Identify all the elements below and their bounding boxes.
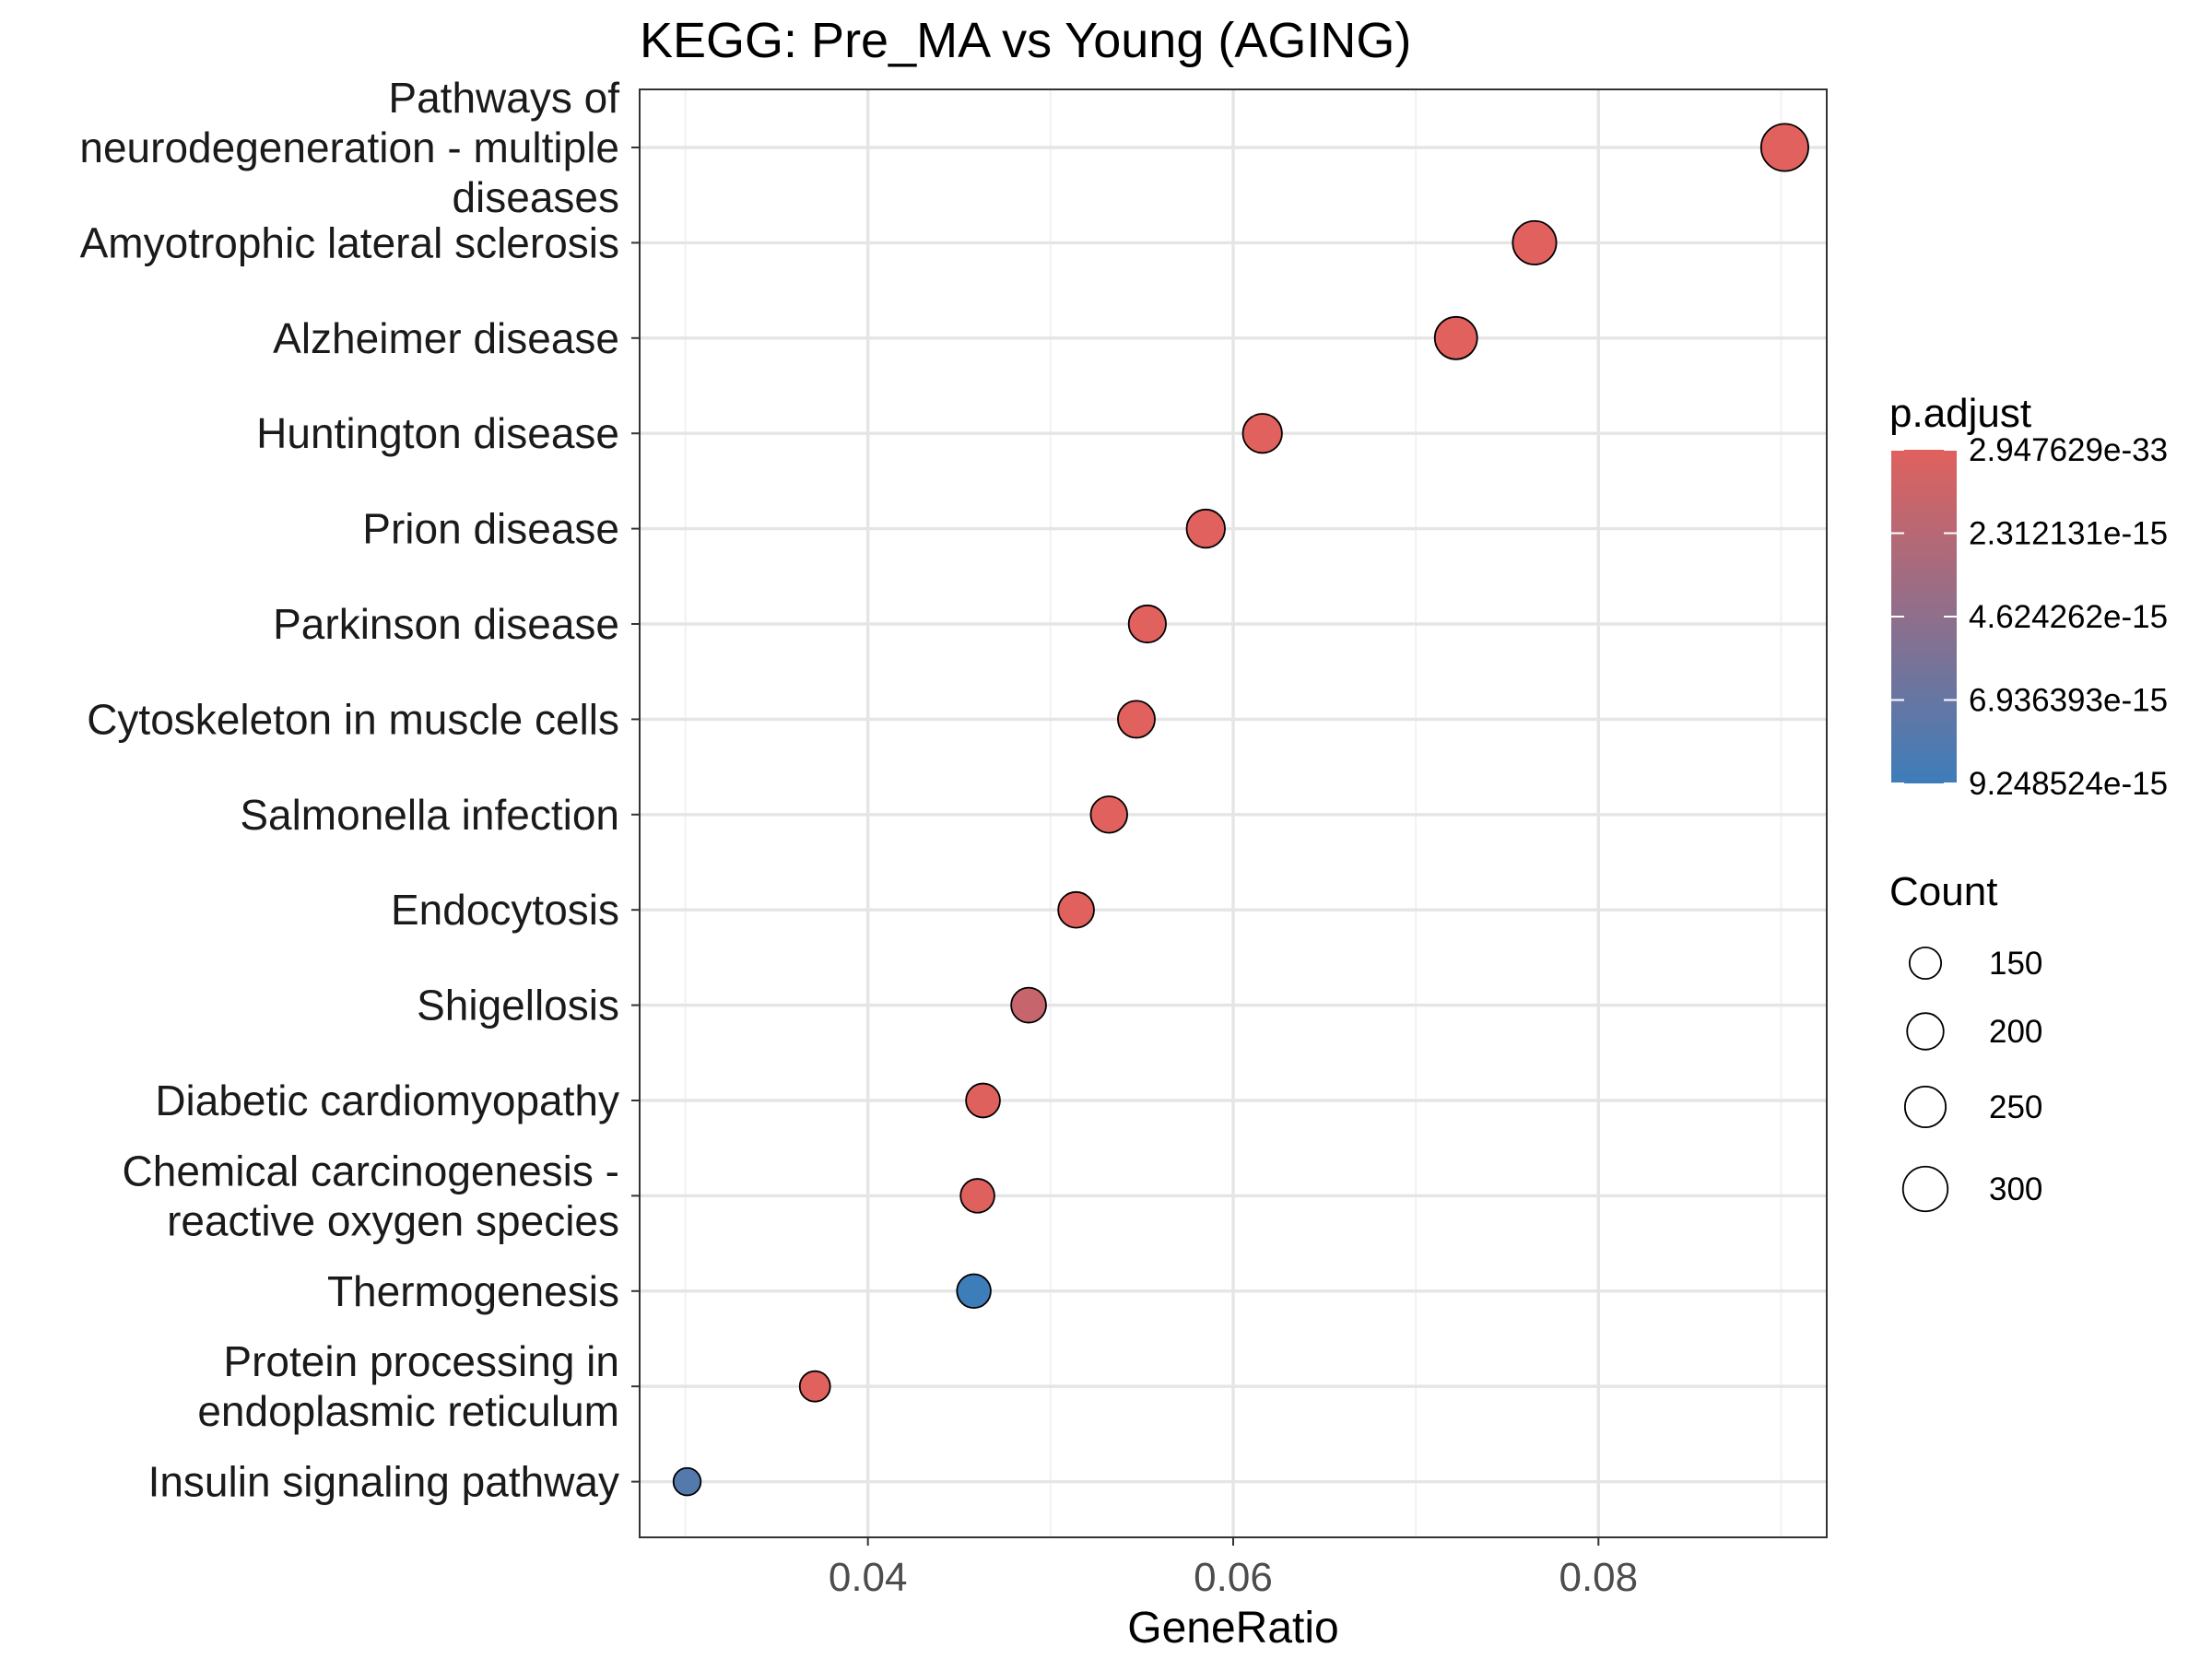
data-point [1433, 315, 1478, 360]
color-legend: p.adjust 2.947629e-33 2.312131e-15 4.62426… [1889, 391, 2168, 802]
data-point [1089, 795, 1128, 834]
size-legend-label: 300 [1989, 1171, 2042, 1207]
color-legend-label: 9.248524e-15 [1969, 766, 2168, 802]
color-legend-label: 2.947629e-33 [1969, 432, 2168, 468]
data-point [1117, 700, 1156, 739]
data-point [956, 1273, 992, 1310]
data-point [798, 1370, 831, 1403]
size-legend-title: Count [1889, 869, 1997, 914]
x-tick-label: 0.08 [1559, 1555, 1638, 1600]
data-point [1759, 123, 1809, 172]
x-axis-label: GeneRatio [1127, 1604, 1338, 1653]
data-point [1057, 890, 1095, 929]
color-legend-label: 2.312131e-15 [1969, 516, 2168, 552]
size-legend-key [1903, 1085, 1947, 1129]
y-tick-label: Pathways of [388, 74, 619, 122]
y-tick-label: Alzheimer disease [273, 314, 619, 362]
color-legend-label: 4.624262e-15 [1969, 599, 2168, 635]
y-tick-label: Parkinson disease [273, 600, 619, 648]
size-legend-key [1908, 946, 1943, 981]
size-legend-key [1901, 1165, 1949, 1213]
size-legend: Count 150 200 250 300 [1889, 869, 2042, 1213]
y-tick-label: Insulin signaling pathway [148, 1458, 619, 1506]
plot-gridlines [640, 89, 1827, 1537]
y-tick-label: Amyotrophic lateral sclerosis [80, 218, 619, 266]
size-legend-label: 150 [1989, 946, 2042, 982]
data-point [1010, 986, 1047, 1024]
color-legend-label: 6.936393e-15 [1969, 683, 2168, 719]
y-tick-label: Protein processing in [223, 1337, 619, 1385]
size-legend-label: 250 [1989, 1089, 2042, 1125]
x-tick-label: 0.04 [829, 1555, 908, 1600]
y-tick-label: Shigellosis [417, 982, 619, 1030]
y-tick-label: neurodegeneration - multiple [79, 124, 619, 171]
y-tick-label: Diabetic cardiomyopathy [155, 1077, 619, 1124]
data-point [959, 1178, 995, 1214]
data-points [672, 123, 1809, 1497]
y-tick-label: reactive oxygen species [167, 1196, 619, 1244]
data-point [1127, 604, 1167, 644]
chart-title: KEGG: Pre_MA vs Young (AGING) [640, 13, 1411, 68]
data-point [1185, 508, 1226, 549]
data-point [1241, 413, 1283, 454]
y-tick-label: Endocytosis [391, 886, 619, 934]
x-axis: 0.04 0.06 0.08 [829, 1537, 1638, 1600]
x-tick-label: 0.06 [1194, 1555, 1273, 1600]
y-tick-label: Cytoskeleton in muscle cells [87, 695, 619, 743]
color-legend-title: p.adjust [1889, 391, 2031, 436]
y-tick-label: Thermogenesis [327, 1267, 619, 1315]
data-point [672, 1466, 702, 1497]
y-tick-label: Prion disease [362, 505, 619, 553]
y-tick-label: diseases [452, 173, 619, 221]
y-tick-label: endoplasmic reticulum [197, 1387, 619, 1435]
data-point [965, 1082, 1001, 1119]
y-tick-label: Chemical carcinogenesis - [123, 1147, 619, 1194]
size-legend-key [1906, 1012, 1945, 1051]
data-point [1512, 219, 1558, 265]
y-tick-label: Huntington disease [256, 409, 619, 457]
size-legend-label: 200 [1989, 1014, 2042, 1050]
y-tick-label: Salmonella infection [240, 791, 619, 839]
